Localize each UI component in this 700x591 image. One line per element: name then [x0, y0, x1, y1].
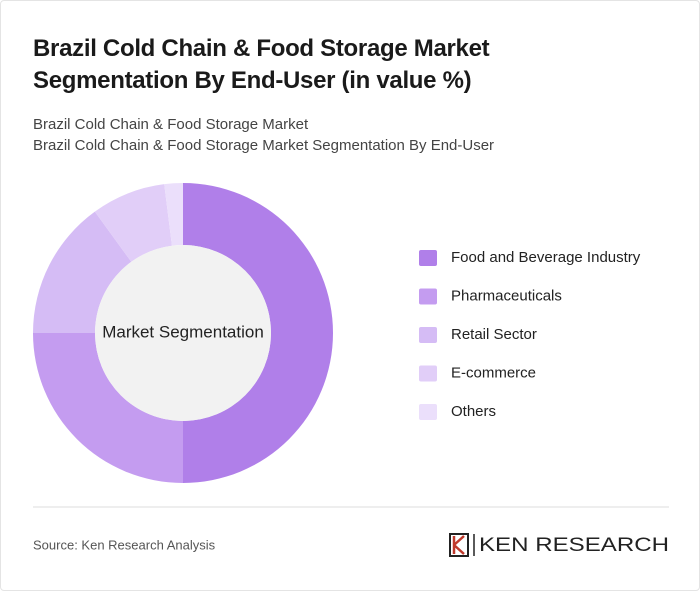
donut-hole [95, 245, 271, 421]
logo-icon [449, 533, 469, 557]
legend-label: Others [451, 403, 496, 420]
legend-swatch [419, 250, 437, 266]
source: Source: Ken Research Analysis [33, 537, 216, 552]
legend-swatch [419, 404, 437, 420]
legend-label: E-commerce [451, 364, 536, 381]
slice [33, 333, 183, 483]
legend-swatch [419, 365, 437, 382]
legend-label: Pharmaceuticals [451, 287, 562, 304]
logo: KEN RESEARCH [449, 533, 669, 557]
subtitle: Brazil Cold Chain & Food Storage Market … [33, 114, 494, 156]
slice [94, 184, 172, 262]
title: Brazil Cold Chain & Food Storage Market … [33, 33, 490, 97]
slice [164, 183, 183, 246]
logo-text: KEN RESEARCH [479, 535, 669, 556]
legend-swatch [419, 288, 437, 305]
legend-swatch [419, 327, 437, 343]
title-line: Brazil Cold Chain & Food Storage Market [33, 35, 490, 62]
title-line: Segmentation By End-User (in value %) [33, 67, 472, 94]
slice [33, 211, 132, 333]
slice [183, 183, 333, 483]
subtitle-line: Brazil Cold Chain & Food Storage Market [33, 116, 309, 133]
legend-label: Food and Beverage Industry [451, 249, 641, 266]
center-label: Market Segmentation [102, 322, 264, 341]
subtitle-line: Brazil Cold Chain & Food Storage Market … [33, 137, 495, 154]
legend-label: Retail Sector [451, 326, 537, 343]
logo-icon [452, 535, 465, 555]
